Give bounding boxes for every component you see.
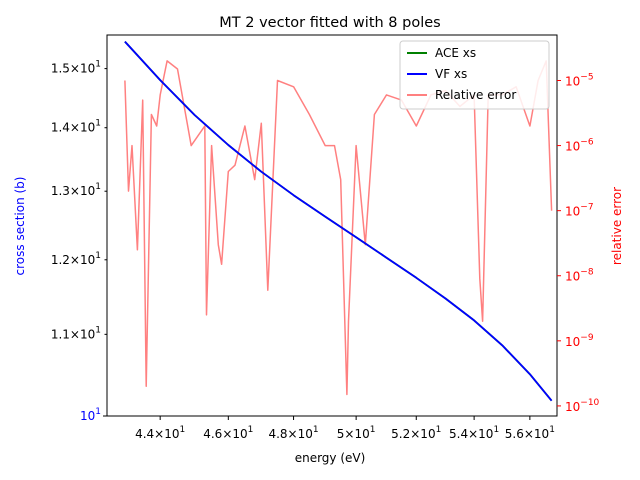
y-left-tick-label: 1.3×101	[51, 182, 101, 198]
series-line-vf-xs	[124, 40, 553, 402]
y-left-tick-label: 1.4×101	[51, 119, 101, 135]
x-tick-label: 5.6×101	[505, 425, 555, 441]
y-right-tick-label: 10−10	[565, 398, 600, 414]
y-left-tick-label: 101	[80, 407, 101, 423]
x-tick-label: 4.6×101	[203, 425, 253, 441]
y-right-axis-label: relative error	[610, 187, 624, 265]
legend: ACE xs VF xs Relative error	[399, 40, 550, 110]
relative-error-layer	[124, 60, 553, 396]
y-left-axis-label: cross section (b)	[13, 177, 27, 276]
legend-label: ACE xs	[435, 46, 476, 60]
cross-section-layer	[124, 40, 553, 402]
x-tick-label: 5×101	[337, 425, 376, 441]
x-axis-label: energy (eV)	[295, 451, 366, 465]
y-left-tick-label: 1.5×101	[51, 60, 101, 76]
x-tick-label: 5.4×101	[449, 425, 499, 441]
y-left-tick-label: 1.1×101	[51, 325, 101, 341]
y-right-tick-label: 10−9	[565, 333, 594, 349]
y-right-tick-label: 10−8	[565, 268, 594, 284]
legend-label: VF xs	[435, 67, 467, 81]
series-line-relative-error	[124, 60, 553, 396]
y-left-axis-ticks: 101 1.1×101 1.2×101 1.3×101 1.4×101 1.5×101	[51, 60, 107, 423]
x-tick-label: 4.4×101	[135, 425, 185, 441]
y-left-tick-label: 1.2×101	[51, 251, 101, 267]
y-right-axis-ticks: 10−10 10−9 10−8 10−7 10−6 10−5	[557, 72, 600, 414]
chart-title: MT 2 vector fitted with 8 poles	[219, 15, 440, 31]
y-right-tick-label: 10−5	[565, 72, 594, 88]
x-axis-ticks: 4.4×101 4.6×101 4.8×101 5×101 5.2×101 5.4×101…	[135, 416, 555, 441]
legend-box	[399, 40, 550, 110]
y-right-tick-label: 10−7	[565, 203, 594, 219]
plot-frame	[106, 34, 558, 417]
y-right-tick-label: 10−6	[565, 138, 594, 154]
x-tick-label: 4.8×101	[268, 425, 318, 441]
legend-label: Relative error	[435, 88, 516, 102]
x-tick-label: 5.2×101	[391, 425, 441, 441]
